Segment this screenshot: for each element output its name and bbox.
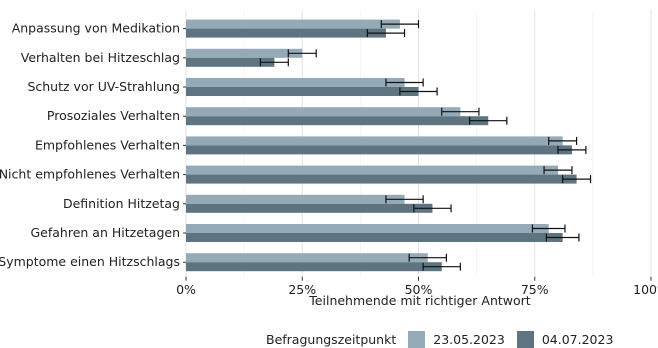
errorbar-6-series-1	[543, 166, 573, 175]
bar-7-series-2	[186, 203, 433, 213]
y-label-3: Schutz vor UV-Strahlung	[27, 79, 180, 94]
errorbar-3-series-1	[385, 78, 424, 87]
errorbar-9-series-2	[422, 262, 461, 271]
y-label-1: Anpassung von Medikation	[12, 21, 180, 36]
legend-title: Befragungszeitpunkt	[266, 331, 397, 347]
y-label-4: Prosoziales Verhalten	[47, 108, 180, 123]
x-tick-label-1: 25%	[288, 282, 316, 297]
errorbar-6-series-2	[562, 175, 592, 184]
legend-item-series-2: 04.07.2023	[516, 330, 614, 348]
legend-item-series-1: 23.05.2023	[408, 330, 505, 348]
bar-8-series-2	[186, 233, 563, 242]
errorbar-5-series-1	[548, 136, 578, 145]
x-axis-title: Teilnehmende mit richtiger Antwort	[308, 293, 530, 308]
errorbar-1-series-1	[380, 20, 420, 29]
bar-5-series-2	[186, 145, 572, 155]
bar-5-series-1	[186, 136, 563, 146]
errorbar-4-series-2	[469, 116, 508, 125]
bar-9-series-2	[186, 262, 442, 272]
bar-8-series-1	[186, 224, 549, 233]
errorbar-9-series-1	[408, 253, 447, 262]
x-tick-label-0: 0%	[176, 282, 196, 297]
bars	[186, 19, 577, 272]
bar-2-series-1	[186, 48, 303, 58]
legend-swatch-series-2	[516, 330, 534, 348]
bar-3-series-2	[186, 87, 419, 96]
errorbar-5-series-2	[557, 145, 587, 154]
legend-label-series-2: 04.07.2023	[541, 331, 614, 347]
bar-1-series-2	[186, 28, 386, 38]
bar-2-series-2	[186, 57, 275, 67]
x-tick-label-2: 50%	[405, 282, 433, 297]
errorbar-4-series-1	[441, 107, 480, 116]
y-label-2: Verhalten bei Hitzeschlag	[21, 50, 180, 65]
y-label-9: Symptome einen Hitzschlags	[0, 254, 180, 269]
x-tick-label-4: 100%	[633, 282, 658, 297]
bar-1-series-1	[186, 19, 400, 29]
x-axis-ticks: 0% 25% 50% 75% 100%	[176, 276, 658, 297]
y-label-6: Nicht empfohlenes Verhalten	[0, 167, 180, 182]
bar-9-series-1	[186, 253, 428, 263]
errorbar-7-series-2	[413, 204, 452, 213]
bar-4-series-2	[186, 116, 489, 126]
bar-4-series-1	[186, 107, 461, 117]
legend: Befragungszeitpunkt 23.05.2023 04.07.202…	[266, 330, 625, 348]
errorbar-7-series-1	[385, 195, 424, 204]
errorbar-2-series-2	[259, 58, 289, 67]
y-label-8: Gefahren an Hitzetagen	[31, 225, 181, 240]
bar-6-series-1	[186, 165, 558, 175]
error-bars	[259, 20, 592, 271]
errorbar-3-series-2	[399, 87, 438, 96]
errorbar-2-series-1	[287, 49, 317, 58]
legend-swatch-series-1	[408, 330, 426, 348]
errorbar-8-series-2	[545, 233, 580, 242]
bar-6-series-2	[186, 174, 577, 184]
bar-3-series-1	[186, 78, 405, 87]
y-label-5: Empfohlenes Verhalten	[35, 137, 180, 152]
y-axis-labels: Anpassung von Medikation Verhalten bei Hi…	[0, 21, 186, 269]
y-label-7: Definition Hitzetag	[63, 196, 180, 211]
bar-7-series-1	[186, 194, 405, 204]
errorbar-8-series-1	[531, 224, 566, 233]
errorbar-1-series-2	[366, 29, 406, 38]
legend-label-series-1: 23.05.2023	[433, 331, 505, 347]
x-tick-label-3: 75%	[521, 282, 549, 297]
